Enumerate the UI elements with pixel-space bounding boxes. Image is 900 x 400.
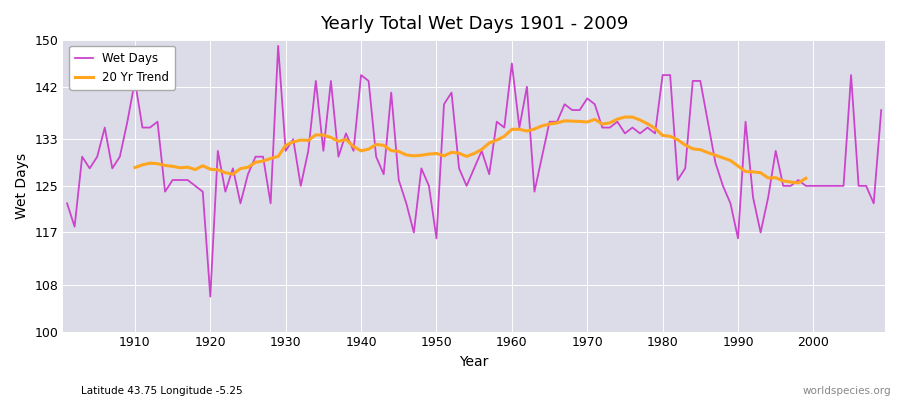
Wet Days [348, 148, 359, 153]
Wet Days [205, 294, 216, 299]
Wet Days [303, 148, 314, 153]
Title: Yearly Total Wet Days 1901 - 2009: Yearly Total Wet Days 1901 - 2009 [320, 15, 628, 33]
20 Yr Trend [800, 176, 811, 181]
Line: Wet Days: Wet Days [68, 46, 881, 297]
Wet Days [514, 125, 525, 130]
20 Yr Trend [220, 170, 230, 175]
Wet Days [273, 44, 284, 48]
20 Yr Trend [695, 147, 706, 152]
20 Yr Trend [130, 165, 140, 170]
Text: worldspecies.org: worldspecies.org [803, 386, 891, 396]
Wet Days [62, 201, 73, 206]
20 Yr Trend [619, 115, 630, 120]
Wet Days [122, 119, 133, 124]
Wet Days [876, 108, 886, 112]
Line: 20 Yr Trend: 20 Yr Trend [135, 117, 806, 183]
Y-axis label: Wet Days: Wet Days [15, 153, 29, 219]
Legend: Wet Days, 20 Yr Trend: Wet Days, 20 Yr Trend [69, 46, 176, 90]
Text: Latitude 43.75 Longitude -5.25: Latitude 43.75 Longitude -5.25 [81, 386, 243, 396]
Wet Days [612, 119, 623, 124]
Wet Days [521, 84, 532, 89]
X-axis label: Year: Year [460, 355, 489, 369]
20 Yr Trend [793, 180, 804, 185]
20 Yr Trend [778, 178, 788, 183]
20 Yr Trend [710, 153, 721, 158]
20 Yr Trend [333, 139, 344, 144]
20 Yr Trend [597, 122, 608, 126]
